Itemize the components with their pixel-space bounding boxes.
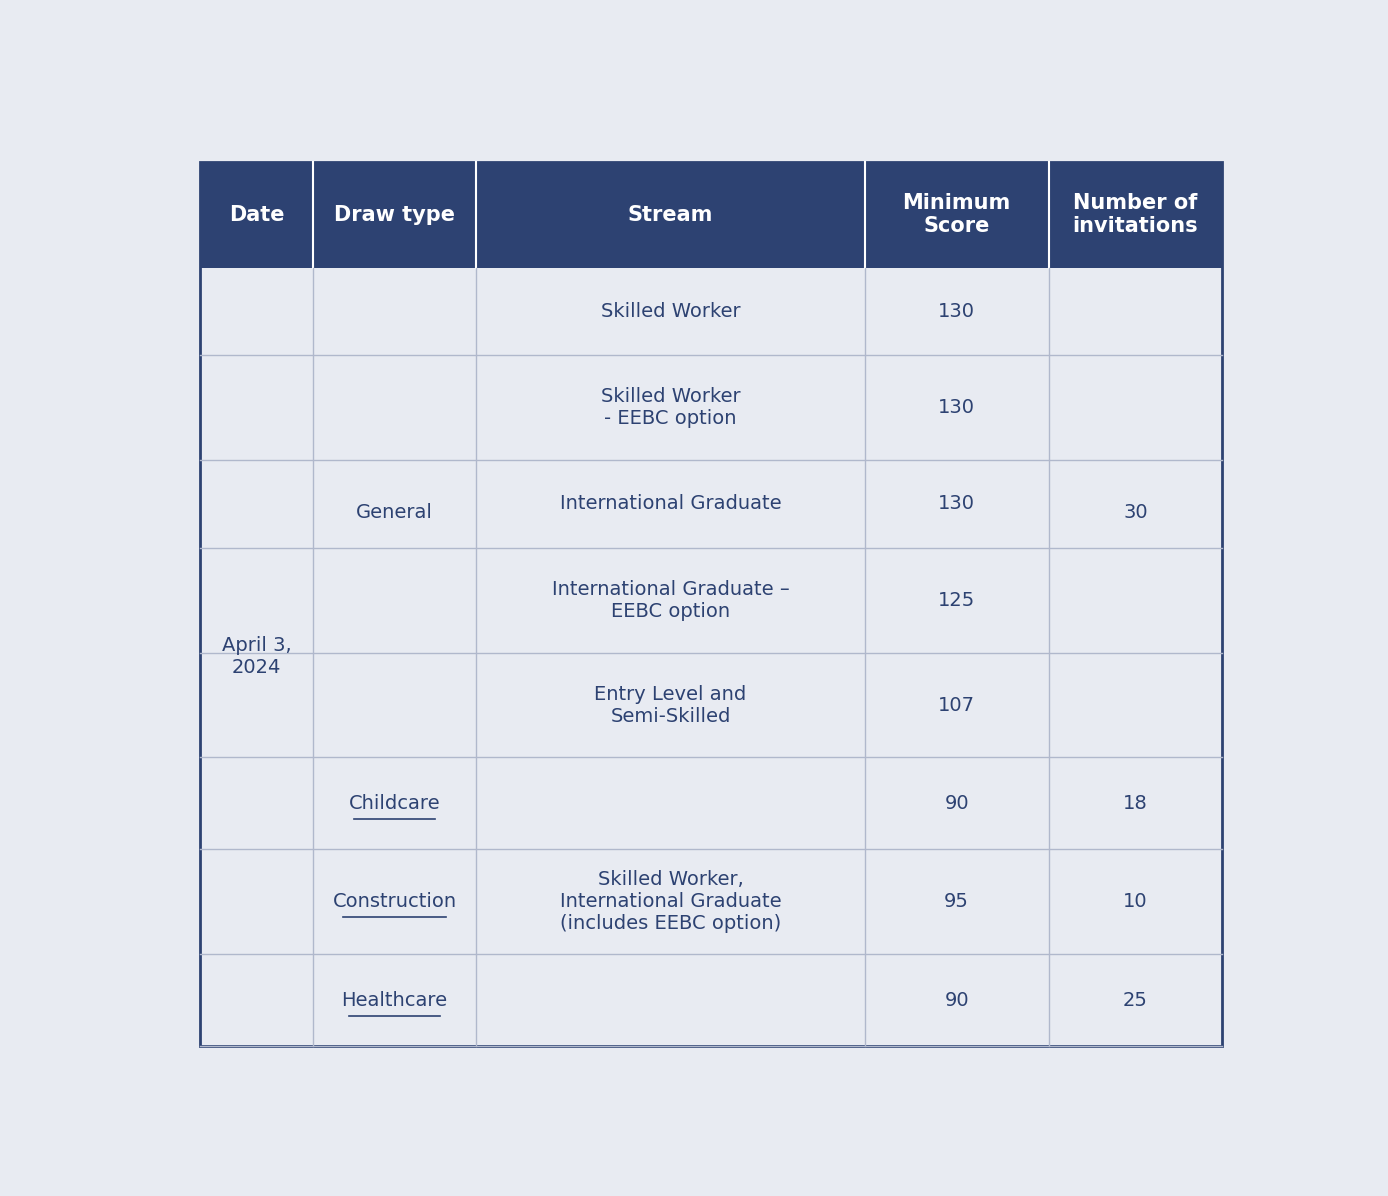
Text: Skilled Worker
- EEBC option: Skilled Worker - EEBC option — [601, 388, 740, 428]
Text: 25: 25 — [1123, 990, 1148, 1009]
Text: Entry Level and
Semi-Skilled: Entry Level and Semi-Skilled — [594, 684, 747, 726]
Text: 95: 95 — [944, 892, 969, 911]
Text: 130: 130 — [938, 494, 976, 513]
Bar — [200, 268, 1223, 1046]
Bar — [200, 161, 1223, 268]
Text: 10: 10 — [1123, 892, 1148, 911]
Text: International Graduate –
EEBC option: International Graduate – EEBC option — [551, 580, 790, 621]
Text: 90: 90 — [944, 794, 969, 813]
Text: Construction: Construction — [333, 892, 457, 911]
Text: Skilled Worker: Skilled Worker — [601, 303, 740, 321]
Text: General: General — [357, 504, 433, 523]
Text: 130: 130 — [938, 398, 976, 417]
Text: Draw type: Draw type — [335, 205, 455, 225]
Text: 125: 125 — [938, 591, 976, 610]
Text: Skilled Worker,
International Graduate
(includes EEBC option): Skilled Worker, International Graduate (… — [559, 871, 781, 933]
Text: 130: 130 — [938, 303, 976, 321]
Text: April 3,
2024: April 3, 2024 — [222, 636, 291, 677]
Text: 107: 107 — [938, 696, 976, 714]
Text: Date: Date — [229, 205, 285, 225]
Text: 30: 30 — [1123, 504, 1148, 523]
Text: Stream: Stream — [627, 205, 713, 225]
Text: 18: 18 — [1123, 794, 1148, 813]
Text: 90: 90 — [944, 990, 969, 1009]
Text: Minimum
Score: Minimum Score — [902, 194, 1010, 237]
Text: Number of
invitations: Number of invitations — [1073, 194, 1198, 237]
Text: Healthcare: Healthcare — [341, 990, 447, 1009]
Text: Childcare: Childcare — [348, 794, 440, 813]
Text: International Graduate: International Graduate — [559, 494, 781, 513]
